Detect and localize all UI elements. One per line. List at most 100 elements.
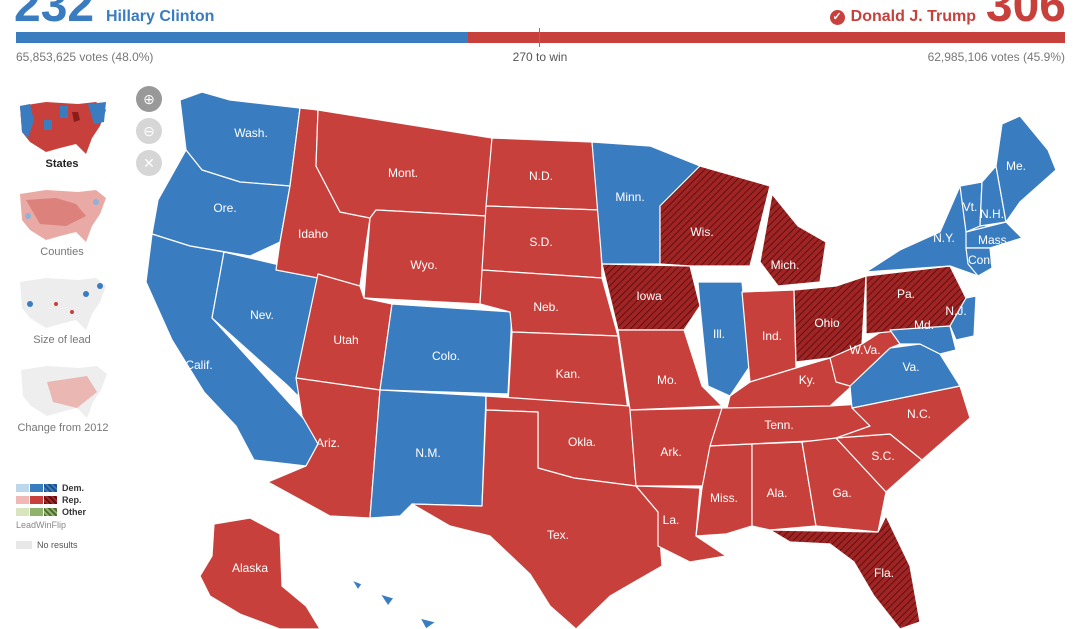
state-label: Ky. <box>799 373 815 387</box>
state-label: Conn. <box>968 253 1000 267</box>
state-mich[interactable] <box>759 193 827 287</box>
view-label: Size of lead <box>33 334 91 346</box>
state-label: Colo. <box>432 349 460 363</box>
view-label: Change from 2012 <box>17 422 109 434</box>
state-label: Fla. <box>874 566 894 580</box>
state-label: Ore. <box>213 201 236 215</box>
state-label: Wash. <box>234 126 268 140</box>
rep-bar-segment <box>468 32 1065 43</box>
state-ore[interactable] <box>151 149 291 257</box>
state-la[interactable] <box>635 485 727 563</box>
to-win-label: 270 to win <box>512 50 568 64</box>
zoom-in-icon[interactable]: ⊕ <box>136 86 162 112</box>
dem-electoral-votes: 232 <box>14 0 95 32</box>
state-hawaii[interactable] <box>351 579 437 629</box>
change-from-2012-thumbnail-icon <box>21 366 107 418</box>
state-label: Ark. <box>660 445 681 459</box>
state-label: Tenn. <box>764 418 793 432</box>
state-label: S.C. <box>871 449 894 463</box>
state-alaska[interactable] <box>199 517 321 629</box>
legend-dem-label: Dem. <box>62 483 85 493</box>
state-tex[interactable] <box>411 409 663 629</box>
state-nj[interactable] <box>949 295 977 341</box>
state-label: Md. <box>914 318 934 332</box>
rep-electoral-votes: 306 <box>985 0 1066 32</box>
state-label: Ind. <box>762 329 782 343</box>
state-label: N.D. <box>529 169 553 183</box>
state-label: Calif. <box>185 358 212 372</box>
view-states-button[interactable]: States <box>14 98 110 170</box>
state-ga[interactable] <box>801 437 887 533</box>
state-mass[interactable] <box>965 221 1023 249</box>
state-me[interactable] <box>995 115 1057 223</box>
state-label: Mass. <box>978 233 1010 247</box>
counties-thumbnail-icon <box>20 190 106 242</box>
rep-candidate-name: Donald J. Trump <box>850 8 976 25</box>
legend-no-results: No results <box>16 540 78 550</box>
electoral-vote-bar <box>16 32 1065 43</box>
state-wva[interactable] <box>829 325 901 387</box>
state-label: Mo. <box>657 373 677 387</box>
state-label: Mont. <box>388 166 418 180</box>
state-label: Ala. <box>767 486 788 500</box>
state-mo[interactable] <box>617 329 723 411</box>
rep-candidate: ✓ Donald J. Trump <box>829 8 976 26</box>
close-icon[interactable]: ✕ <box>136 150 162 176</box>
state-label: Utah <box>333 333 358 347</box>
dem-popular-vote: 65,853,625 votes (48.0%) <box>16 50 154 64</box>
us-electoral-map[interactable]: Wash. Ore. Calif. Nev. Idaho Mont. Wyo. … <box>130 86 1060 629</box>
view-size-of-lead-button[interactable]: Size of lead <box>14 274 110 346</box>
state-label: Iowa <box>636 289 662 303</box>
state-label: Wyo. <box>410 258 437 272</box>
results-header: 232 Hillary Clinton ✓ Donald J. Trump 30… <box>0 0 1080 70</box>
state-label: Minn. <box>615 190 644 204</box>
zoom-out-icon[interactable]: ⊖ <box>136 118 162 144</box>
state-label: Ariz. <box>316 436 340 450</box>
state-label: S.D. <box>529 235 552 249</box>
state-label: Ill. <box>713 327 725 341</box>
no-results-label: No results <box>37 540 78 550</box>
state-wyo[interactable] <box>363 209 487 305</box>
legend-other-row: Other <box>16 506 86 518</box>
state-label: N.C. <box>907 407 931 421</box>
dem-bar-segment <box>16 32 468 43</box>
state-label: N.J. <box>945 304 966 318</box>
dem-candidate-name: Hillary Clinton <box>106 8 215 25</box>
view-label: States <box>45 158 79 170</box>
winner-check-icon: ✓ <box>829 9 845 25</box>
state-label: Me. <box>1006 159 1026 173</box>
rep-popular-vote: 62,985,106 votes (45.9%) <box>927 50 1065 64</box>
state-label: Miss. <box>710 491 738 505</box>
state-label: Wis. <box>690 225 713 239</box>
state-label: N.H. <box>980 207 1004 221</box>
map-legend: Dem. Rep. Other LeadWinFlip <box>16 482 86 530</box>
state-wis[interactable] <box>659 165 771 267</box>
legend-rep-label: Rep. <box>62 495 82 505</box>
state-label: Mich. <box>771 258 800 272</box>
view-counties-button[interactable]: Counties <box>14 186 110 258</box>
state-mont[interactable] <box>315 109 493 219</box>
legend-other-label: Other <box>62 507 87 517</box>
state-fla[interactable] <box>769 515 921 629</box>
state-label: Kan. <box>556 367 581 381</box>
state-ala[interactable] <box>751 441 817 531</box>
states-thumbnail-icon <box>20 102 106 154</box>
state-label: Okla. <box>568 435 596 449</box>
state-iowa[interactable] <box>601 263 701 331</box>
view-label: Counties <box>40 246 84 258</box>
state-label: Pa. <box>897 287 915 301</box>
state-label: Alaska <box>232 561 268 575</box>
view-change-from-2012-button[interactable]: Change from 2012 <box>14 362 112 434</box>
state-label: Nev. <box>250 308 274 322</box>
legend-dem-row: Dem. <box>16 482 86 494</box>
state-conn[interactable] <box>965 247 993 277</box>
state-label: Ohio <box>814 316 840 330</box>
legend-rep-row: Rep. <box>16 494 86 506</box>
state-label: La. <box>663 513 680 527</box>
state-label: Tex. <box>547 528 569 542</box>
state-label: Vt. <box>963 200 978 214</box>
size-of-lead-thumbnail-icon <box>20 278 106 330</box>
state-label: Neb. <box>533 300 558 314</box>
state-label: Va. <box>902 360 919 374</box>
state-label: Idaho <box>298 227 328 241</box>
